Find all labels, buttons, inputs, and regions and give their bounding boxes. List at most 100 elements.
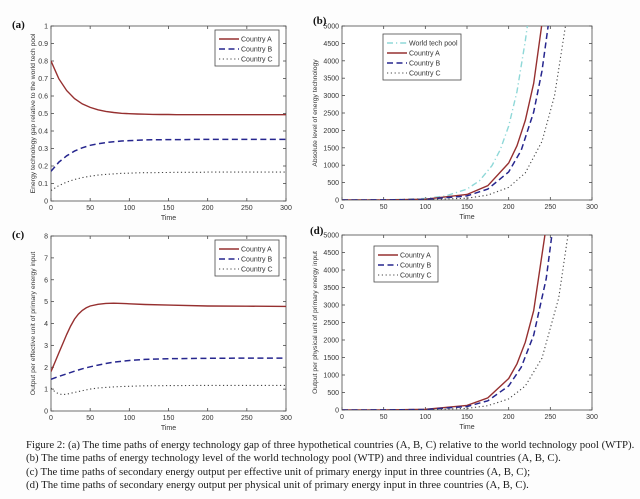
legend-label: Country B <box>409 61 440 68</box>
svg-text:4500: 4500 <box>323 41 339 48</box>
svg-text:250: 250 <box>241 415 253 422</box>
svg-text:1000: 1000 <box>323 373 339 380</box>
panel-b-label: (b) <box>313 15 327 27</box>
svg-text:150: 150 <box>461 204 473 211</box>
legend: Country A Country B Country C <box>373 245 439 283</box>
svg-text:150: 150 <box>461 414 473 421</box>
svg-text:50: 50 <box>86 415 94 422</box>
chart-a: 0 50 100 150 200 250 300 0 0.1 0.2 0.3 0.4 0.5 0.6 0.7… <box>30 24 292 223</box>
svg-text:0: 0 <box>49 415 53 422</box>
svg-text:100: 100 <box>419 414 431 421</box>
svg-text:6: 6 <box>44 277 48 284</box>
series-country-c <box>51 384 286 396</box>
series-country-a <box>51 302 286 372</box>
svg-text:0.1: 0.1 <box>38 181 48 188</box>
svg-text:4500: 4500 <box>323 250 339 257</box>
legend: Country A Country B Country C <box>214 239 280 277</box>
panel-a-label: (a) <box>12 19 25 31</box>
legend-label: Country B <box>241 257 272 264</box>
svg-text:50: 50 <box>380 204 388 211</box>
x-axis-label: Time <box>459 214 474 221</box>
panel-d-label: (d) <box>310 225 324 237</box>
caption-line-3: (c) The time paths of secondary energy o… <box>26 465 531 478</box>
svg-text:0.6: 0.6 <box>38 94 48 101</box>
y-axis-label: Energy technology gap relative to the wo… <box>30 33 37 193</box>
svg-text:2500: 2500 <box>323 111 339 118</box>
svg-text:100: 100 <box>123 415 135 422</box>
svg-text:0.2: 0.2 <box>38 164 48 171</box>
svg-text:7: 7 <box>44 255 48 262</box>
svg-text:300: 300 <box>586 414 598 421</box>
svg-text:500: 500 <box>327 390 339 397</box>
svg-text:200: 200 <box>503 414 515 421</box>
series-country-c <box>51 171 286 191</box>
svg-text:100: 100 <box>419 204 431 211</box>
svg-text:0: 0 <box>340 204 344 211</box>
svg-text:300: 300 <box>280 415 292 422</box>
panel-c: (c) 0 50 100 150 200 250 300 0 1 2 3 4 5 6 7 8 Time Outpu… <box>0 218 320 434</box>
tick-labels: 0 50 100 150 200 250 300 0 0.1 0.2 0.3 0.4 0.5 0.6 0.7… <box>38 24 292 213</box>
legend-label: Country C <box>409 71 441 78</box>
svg-text:1500: 1500 <box>323 145 339 152</box>
tick-labels: 0 50 100 150 200 250 3000500100015002000250030… <box>323 233 598 422</box>
legend-label: Country C <box>241 57 273 64</box>
legend: World tech pool Country A Country B Country… <box>382 33 462 81</box>
svg-text:0.4: 0.4 <box>38 129 48 136</box>
legend-label: Country A <box>241 37 272 44</box>
svg-text:0.7: 0.7 <box>38 76 48 83</box>
svg-text:2: 2 <box>44 365 48 372</box>
svg-text:5000: 5000 <box>323 24 339 31</box>
series-country-b <box>51 138 286 172</box>
svg-text:4000: 4000 <box>323 268 339 275</box>
svg-text:300: 300 <box>586 204 598 211</box>
svg-text:50: 50 <box>86 205 94 212</box>
x-axis-label: Time <box>459 424 474 431</box>
svg-text:1: 1 <box>44 387 48 394</box>
series-country-b <box>51 357 286 381</box>
axes <box>341 25 593 201</box>
chart-c: 0 50 100 150 200 250 300 0 1 2 3 4 5 6 7 8 Time Output pe… <box>30 234 292 433</box>
tick-labels: 0 50 100 150 200 250 300 0 1 2 3 4 5 6 7 8 <box>44 234 292 423</box>
legend-label: Country C <box>241 267 273 274</box>
svg-text:3000: 3000 <box>323 93 339 100</box>
y-axis-label: Output per physical unit of primary ener… <box>312 251 319 394</box>
legend-label: Country A <box>400 253 431 260</box>
svg-text:200: 200 <box>202 415 214 422</box>
svg-text:0.5: 0.5 <box>38 111 48 118</box>
svg-text:0: 0 <box>49 205 53 212</box>
svg-text:100: 100 <box>123 205 135 212</box>
svg-text:2000: 2000 <box>323 128 339 135</box>
figure-caption: Figure 2: (a) The time paths of energy t… <box>26 439 636 493</box>
panel-a: (a) 0 50 100 150 200 250 300 0 0.1 0.2 0.3 0.4 0.5 0.… <box>0 8 320 222</box>
svg-text:0.9: 0.9 <box>38 41 48 48</box>
svg-text:3500: 3500 <box>323 76 339 83</box>
svg-text:500: 500 <box>327 180 339 187</box>
y-axis-label: Absolute level of energy technology <box>312 59 319 167</box>
panel-c-label: (c) <box>12 229 25 241</box>
svg-text:150: 150 <box>163 415 175 422</box>
x-axis-label: Time <box>161 425 176 432</box>
svg-text:0: 0 <box>44 409 48 416</box>
caption-line-4: (d) The time paths of secondary energy o… <box>26 479 529 492</box>
svg-text:0.3: 0.3 <box>38 146 48 153</box>
panel-d: (d) 0 50 100 150 200 250 300 0 500 1000 1500 2000 25… <box>308 218 640 434</box>
svg-text:200: 200 <box>202 205 214 212</box>
series-country-c <box>342 235 569 410</box>
svg-text:5: 5 <box>44 299 48 306</box>
svg-text:50: 50 <box>380 414 388 421</box>
svg-text:250: 250 <box>241 205 253 212</box>
svg-text:0: 0 <box>335 408 339 415</box>
y-axis-label: Output per effective unit of primary ene… <box>30 252 37 396</box>
svg-text:5000: 5000 <box>323 233 339 240</box>
legend-label: Country B <box>400 263 431 270</box>
legend-label: Country A <box>241 247 272 254</box>
chart-b: 0 50 100 150 200 250 3000500100015002000250030… <box>312 24 598 222</box>
svg-text:200: 200 <box>503 204 515 211</box>
legend-label: Country B <box>241 47 272 54</box>
svg-text:150: 150 <box>163 205 175 212</box>
legend-label: World tech pool <box>409 41 458 48</box>
series-country-b <box>342 26 549 200</box>
svg-text:3000: 3000 <box>323 303 339 310</box>
svg-text:300: 300 <box>280 205 292 212</box>
svg-text:250: 250 <box>544 204 556 211</box>
